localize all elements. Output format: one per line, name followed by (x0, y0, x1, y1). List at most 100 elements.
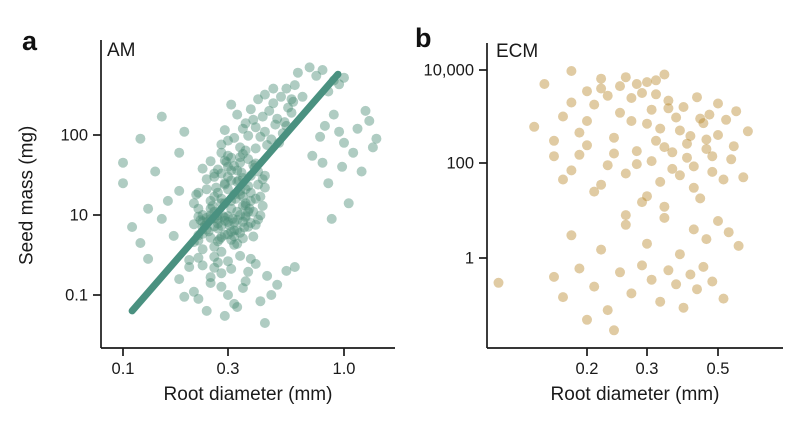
scatter-point (216, 268, 227, 279)
scatter-point (733, 240, 744, 251)
scatter-point (226, 263, 237, 274)
scatter-point (615, 107, 625, 118)
scatter-point (339, 137, 349, 148)
scatter-point (201, 305, 212, 316)
scatter-point (566, 230, 577, 241)
scatter-point (264, 105, 275, 116)
scatter-point (692, 284, 702, 295)
scatter-point (195, 215, 206, 226)
scatter-point (243, 206, 254, 217)
scatter-point (304, 62, 315, 73)
scatter-point (281, 83, 292, 94)
y-tick-label: 1 (465, 250, 474, 268)
scatter-point (674, 125, 685, 136)
scatter-point (582, 86, 592, 97)
scatter-point (216, 139, 227, 150)
scatter-point (707, 166, 718, 177)
scatter-point (626, 93, 637, 103)
scatter-point (118, 157, 128, 168)
scatter-point (631, 159, 642, 170)
scatter-point (250, 219, 261, 230)
scatter-point (232, 238, 243, 249)
scatter-point (259, 89, 270, 100)
scatter-point (226, 152, 237, 163)
scatter-point (232, 215, 243, 225)
scatter-point (212, 257, 223, 268)
scatter-point (235, 142, 246, 153)
scatter-point (235, 152, 246, 163)
scatter-point (253, 214, 264, 225)
scatter-point (237, 191, 248, 202)
scatter-point (223, 184, 233, 195)
scatter-point (718, 293, 729, 304)
scatter-point (226, 99, 237, 110)
scatter-point (334, 126, 345, 137)
scatter-point (642, 77, 652, 88)
scatter-point (539, 79, 550, 89)
scatter-point (326, 213, 337, 224)
scatter-point (663, 103, 674, 114)
scatter-point (135, 133, 146, 144)
scatter-point (663, 95, 674, 106)
scatter-point (279, 117, 290, 128)
scatter-point (240, 145, 251, 156)
scatter-point (566, 66, 577, 76)
scatter-point (655, 123, 666, 134)
scatter-point (150, 166, 161, 177)
scatter-point (659, 212, 670, 223)
scatter-point (678, 102, 689, 112)
scatter-point (367, 142, 378, 153)
scatter-point (243, 266, 254, 277)
scatter-point (493, 277, 504, 288)
scatter-point (356, 166, 367, 177)
x-tick-label: 0.2 (576, 360, 599, 378)
scatter-point (637, 260, 647, 271)
scatter-point (698, 261, 709, 272)
scatter-point (615, 267, 625, 278)
scatter-point (276, 91, 286, 102)
scatter-point (257, 200, 268, 211)
scatter-point (135, 238, 146, 248)
scatter-point (268, 83, 279, 94)
scatter-point (655, 296, 666, 307)
scatter-point (219, 310, 230, 321)
scatter-point (127, 222, 138, 232)
scatter-point (602, 90, 613, 101)
scatter-point (642, 191, 652, 202)
scatter-point (651, 89, 661, 100)
scatter-point (339, 72, 349, 83)
scatter-point (529, 121, 540, 132)
scatter-point (728, 141, 739, 152)
scatter-point (219, 229, 230, 240)
scatter-point (219, 215, 230, 226)
scatter-point (609, 132, 619, 143)
scatter-point (193, 293, 204, 304)
panel-b-x-axis-title: Root diameter (mm) (550, 384, 720, 405)
scatter-point (701, 134, 712, 145)
y-tick-label: 0.1 (65, 287, 88, 305)
scatter-point (674, 249, 685, 260)
scatter-point (685, 131, 696, 141)
scatter-point (678, 302, 689, 313)
scatter-point (596, 83, 607, 94)
scatter-point (317, 65, 328, 75)
scatter-point (212, 236, 223, 247)
scatter-point (723, 227, 734, 238)
scatter-point (229, 161, 240, 171)
scatter-point (257, 174, 268, 185)
scatter-point (243, 221, 254, 232)
scatter-point (574, 149, 585, 160)
scatter-point (250, 143, 261, 154)
scatter-point (223, 135, 233, 146)
scatter-point (219, 178, 230, 189)
scatter-point (205, 156, 216, 167)
scatter-point (232, 302, 243, 312)
scatter-point (216, 220, 227, 231)
scatter-point (558, 292, 568, 303)
scatter-point (738, 172, 749, 183)
scatter-point (205, 278, 216, 288)
scatter-point (232, 109, 243, 120)
scatter-point (226, 226, 237, 237)
scatter-point (209, 171, 220, 182)
scatter-point (223, 150, 233, 161)
